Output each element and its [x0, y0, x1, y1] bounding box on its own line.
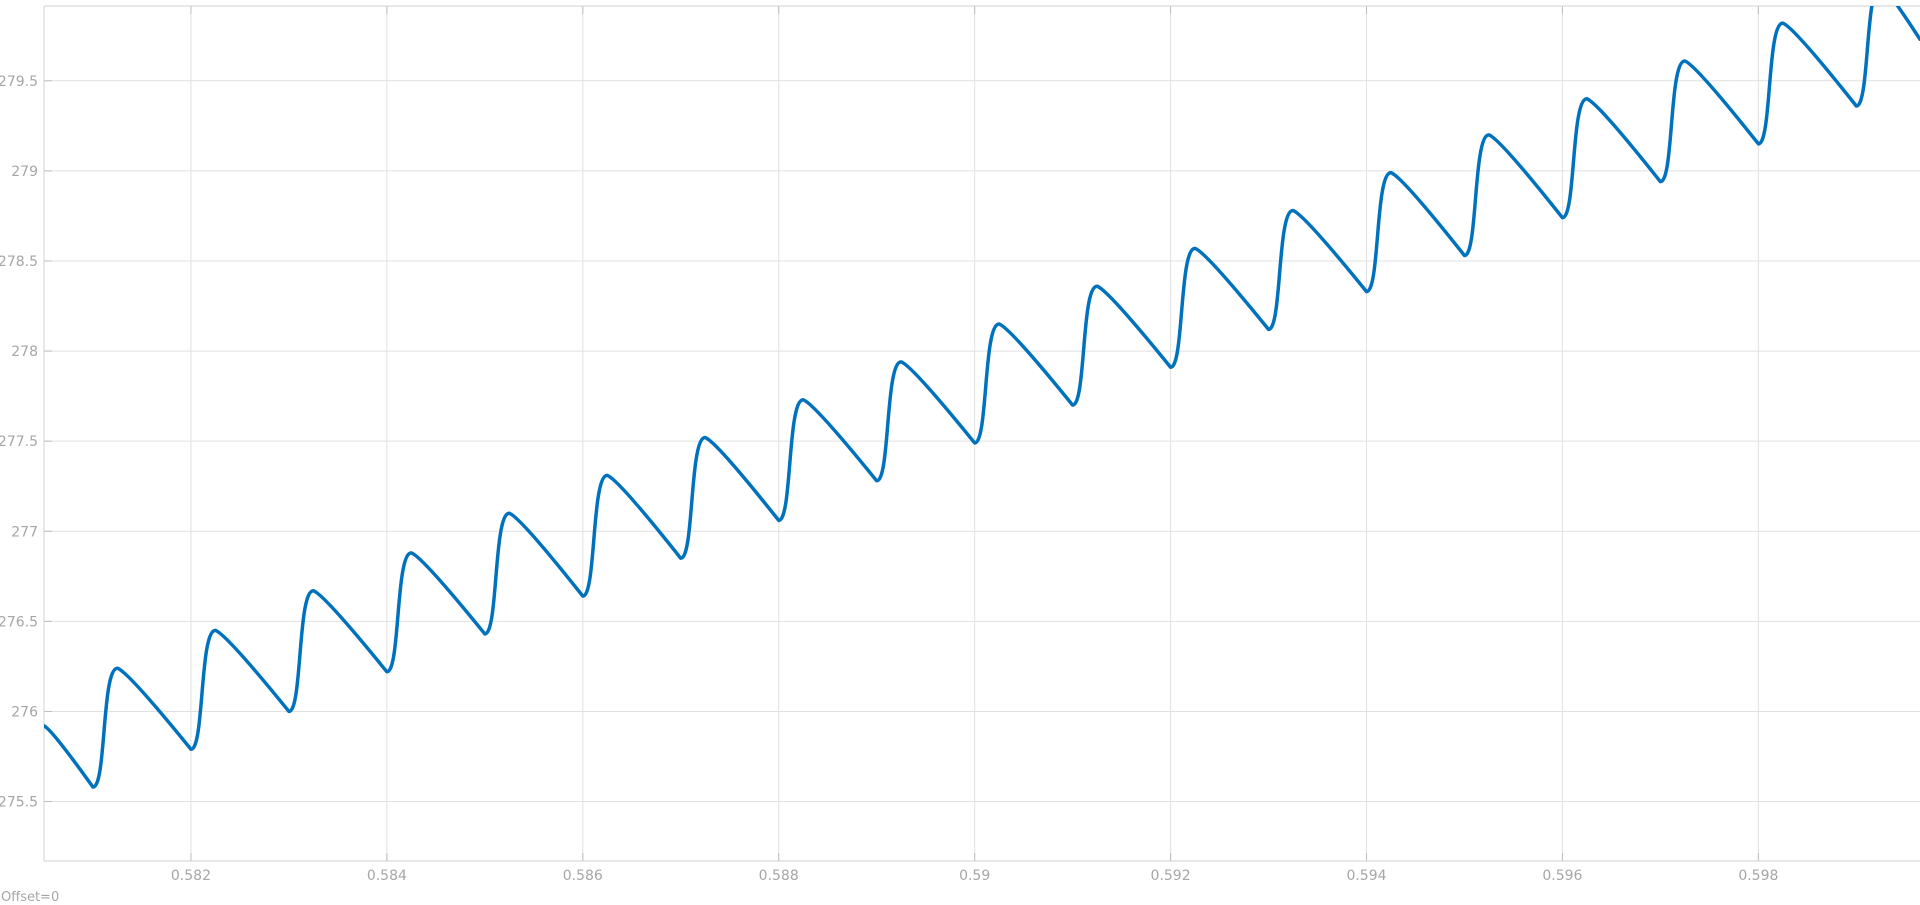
y-tick-label: 276.5 — [0, 614, 38, 630]
data-series-line — [44, 6, 1920, 789]
y-tick-label: 278.5 — [0, 254, 38, 270]
x-tick-label: 0.594 — [1346, 868, 1386, 884]
y-tick-label: 279 — [11, 164, 38, 180]
x-tick-label: 0.592 — [1151, 868, 1191, 884]
x-tick-label: 0.59 — [959, 868, 990, 884]
y-tick-label: 279.5 — [0, 74, 38, 90]
y-axis-tick-labels: 275.5 276 276.5 277 277.5 278 278.5 279 279.5 — [0, 74, 38, 811]
x-tick-label: 0.586 — [563, 868, 603, 884]
y-tick-label: 277 — [11, 524, 38, 540]
offset-label: Offset=0 — [1, 890, 60, 905]
x-tick-label: 0.588 — [759, 868, 799, 884]
y-tick-label: 277.5 — [0, 434, 38, 450]
grid-lines — [44, 6, 1920, 861]
data-series-group — [44, 6, 1920, 789]
x-tick-label: 0.584 — [367, 868, 407, 884]
x-tick-label: 0.582 — [171, 868, 211, 884]
plot-axes — [43, 5, 1920, 862]
y-tick-label: 275.5 — [0, 795, 38, 811]
plot-background — [44, 6, 1920, 861]
x-tick-label: 0.598 — [1738, 868, 1778, 884]
y-tick-label: 278 — [11, 344, 38, 360]
x-tick-label: 0.596 — [1542, 868, 1582, 884]
y-tick-label: 276 — [11, 704, 38, 720]
x-axis-tick-labels: 0.582 0.584 0.586 0.588 0.59 0.592 0.594 0.596 0… — [171, 868, 1779, 884]
